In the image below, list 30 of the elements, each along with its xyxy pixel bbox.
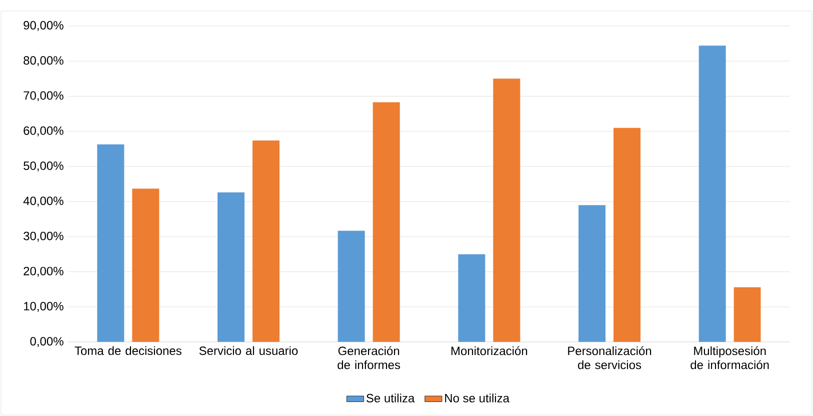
x-tick-label: Servicio al usuario (199, 346, 298, 356)
y-tick-label: 0,00% (30, 337, 64, 347)
bar (493, 78, 520, 342)
x-tick-label: Generación de informes (338, 346, 400, 370)
x-tick-label: Multiposesión de información (690, 346, 769, 370)
x-tick-label: Monitorización (451, 346, 528, 356)
bar (338, 230, 365, 342)
bar (372, 102, 400, 342)
y-tick-label: 70,00% (24, 91, 64, 102)
y-tick-label: 20,00% (24, 266, 64, 277)
y-tick-label: 60,00% (24, 126, 64, 136)
y-tick-label: 30,00% (24, 232, 64, 242)
y-tick-label: 10,00% (24, 302, 64, 312)
y-tick-label: 90,00% (24, 21, 64, 31)
y-tick-label: 80,00% (24, 56, 64, 66)
bar (614, 128, 640, 342)
x-tick-label: Toma de decisiones (74, 346, 182, 356)
bar (734, 287, 761, 342)
bar (578, 205, 606, 342)
legend-label: No se utiliza (445, 394, 510, 402)
y-tick-label: 50,00% (24, 161, 64, 172)
bar (698, 46, 726, 342)
x-tick-label: Personalización de servicios (568, 346, 652, 370)
legend-label: Se utiliza (366, 394, 415, 402)
bar (132, 188, 160, 342)
y-tick-label: 40,00% (23, 196, 64, 207)
bar (252, 140, 280, 342)
bar (458, 254, 486, 342)
bar (218, 192, 245, 342)
bar (97, 144, 124, 342)
